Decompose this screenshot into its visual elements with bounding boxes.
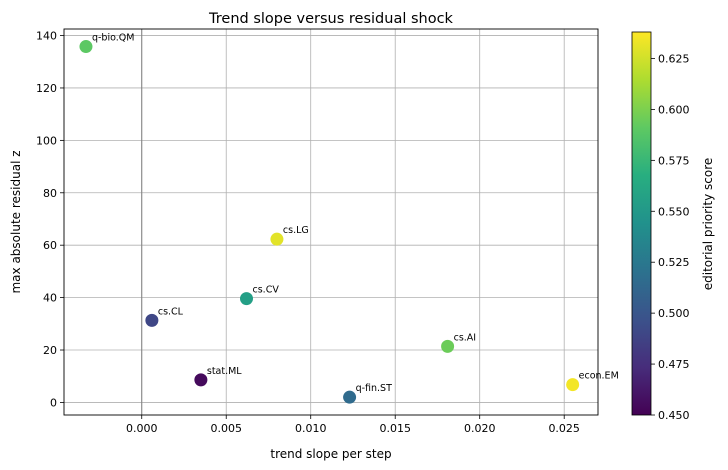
colorbar-gradient [631, 31, 652, 416]
colorbar-label: editorial priority score [701, 158, 715, 291]
y-tick-label: 140 [36, 30, 57, 43]
scatter-point [240, 292, 254, 306]
y-tick-label: 80 [43, 187, 57, 200]
point-label: cs.AI [454, 332, 477, 343]
x-tick-label: 0.005 [210, 422, 242, 435]
scatter-point [566, 378, 580, 392]
grid-lines [64, 29, 598, 415]
colorbar-tick-label: 0.500 [658, 307, 690, 320]
colorbar-tick-label: 0.550 [658, 205, 690, 218]
chart-title: Trend slope versus residual shock [208, 11, 454, 27]
x-tick-label: 0.015 [379, 422, 411, 435]
point-label: q-fin.ST [356, 383, 393, 394]
colorbar-tick-label: 0.525 [658, 256, 690, 269]
colorbar-ticks: 0.450 0.475 0.500 0.525 0.550 0.575 0.600 0.625 [651, 52, 690, 422]
y-axis-ticks: 0 20 40 60 80 100 120 140 [36, 30, 64, 409]
x-tick-label: 0.020 [464, 422, 496, 435]
point-label: econ.EM [579, 371, 619, 382]
colorbar-tick-label: 0.575 [658, 154, 690, 167]
point-label: cs.CV [253, 285, 280, 296]
y-tick-label: 100 [36, 134, 57, 147]
x-tick-label: 0.025 [548, 422, 580, 435]
scatter-point [145, 313, 159, 327]
colorbar-tick-label: 0.475 [658, 358, 690, 371]
scatter-point [441, 339, 455, 353]
colorbar-tick-label: 0.625 [658, 52, 690, 65]
plot-frame [63, 28, 599, 416]
y-tick-label: 20 [43, 344, 57, 357]
y-tick-label: 0 [50, 396, 57, 409]
x-axis-label: trend slope per step [270, 447, 391, 461]
y-tick-label: 40 [43, 292, 57, 305]
plot-area: q-bio.QM cs.LG cs.CV cs.CL stat.ML q-fin.ST cs… [36, 28, 619, 435]
scatter-point [79, 40, 93, 54]
x-tick-label: 0.010 [295, 422, 327, 435]
point-label: stat.ML [207, 366, 242, 377]
colorbar-tick-label: 0.600 [658, 103, 690, 116]
scatter-point [194, 373, 208, 387]
x-tick-label: 0.000 [126, 422, 158, 435]
colorbar: 0.450 0.475 0.500 0.525 0.550 0.575 0.600 0.625… [631, 31, 715, 422]
scatter-points [79, 40, 580, 404]
y-axis-label: max absolute residual z [9, 150, 23, 293]
y-tick-label: 60 [43, 239, 57, 252]
x-axis-ticks: 0.000 0.005 0.010 0.015 0.020 0.025 [126, 415, 580, 435]
point-label: q-bio.QM [92, 33, 134, 44]
y-tick-label: 120 [36, 82, 57, 95]
point-labels: q-bio.QM cs.LG cs.CV cs.CL stat.ML q-fin.ST cs… [92, 33, 619, 395]
point-label: cs.LG [283, 225, 309, 236]
scatter-point [270, 232, 284, 246]
scatter-point [343, 390, 357, 404]
point-label: cs.CL [158, 306, 184, 317]
colorbar-tick-label: 0.450 [658, 409, 690, 422]
